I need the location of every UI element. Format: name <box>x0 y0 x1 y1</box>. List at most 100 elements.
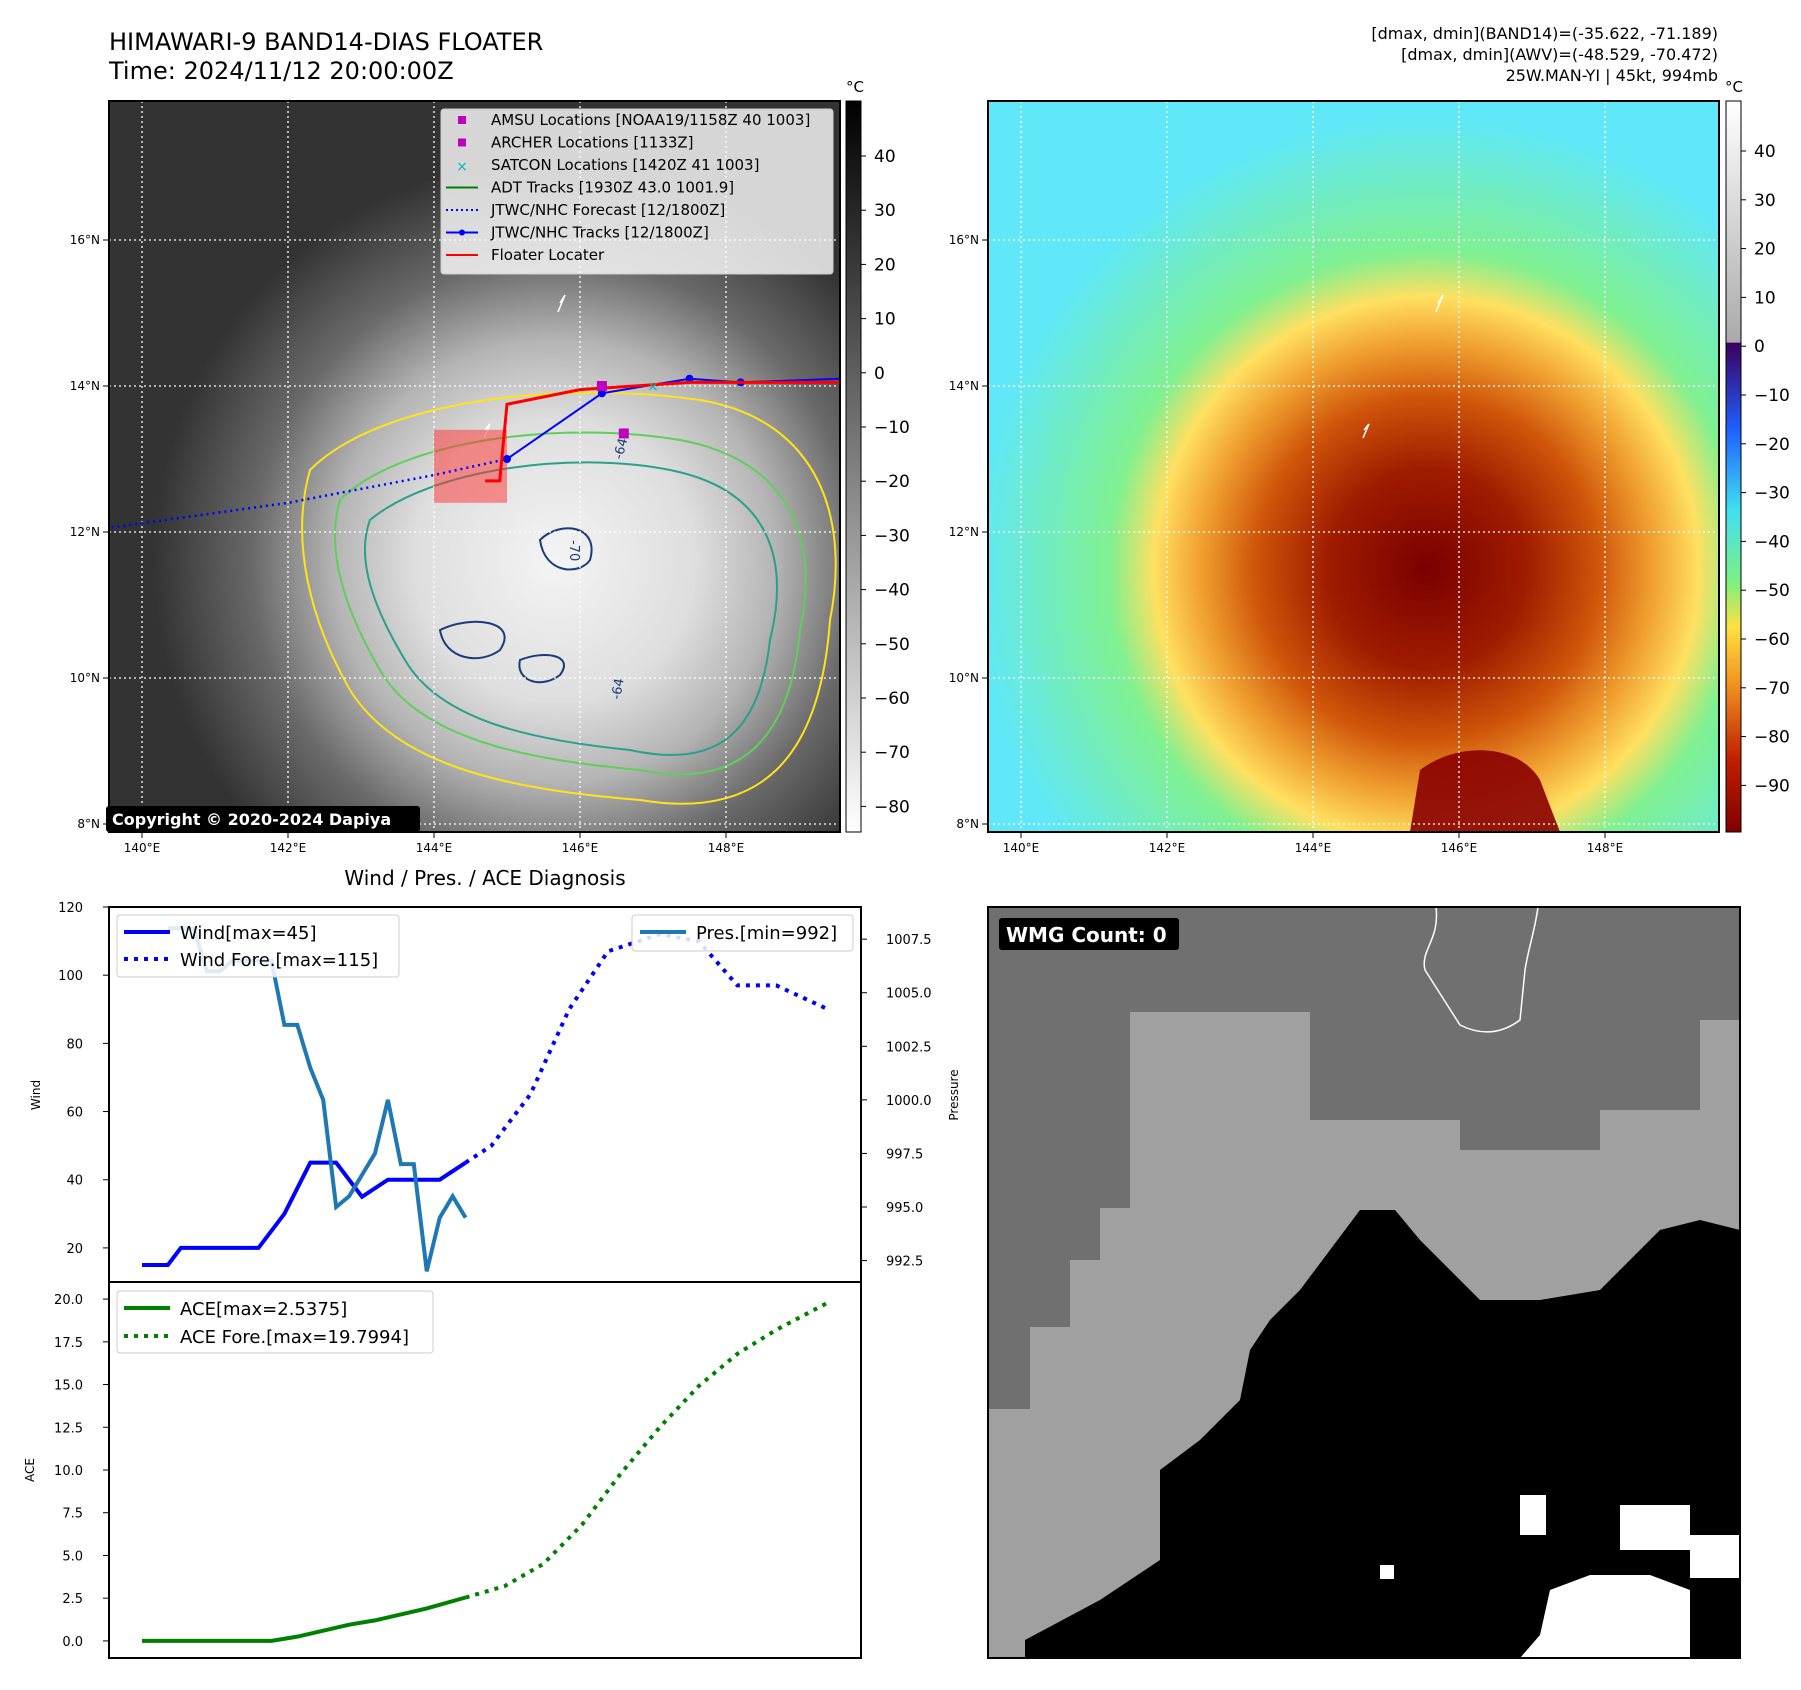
colorbar-tick-label: −20 <box>1754 435 1790 455</box>
colorbar-tick-label: −30 <box>874 526 910 546</box>
awv-colorbar <box>1725 100 1742 833</box>
ace-ytick-label: 7.5 <box>62 1507 83 1522</box>
awv-coastline-guam <box>1362 423 1370 439</box>
pressure-ylabel: Pressure <box>947 1069 961 1120</box>
wmg-frame <box>987 906 1741 1659</box>
wmg-panel: WMG Count: 0 <box>987 906 1741 1659</box>
wind-ylabel: Wind <box>29 1080 43 1110</box>
floater-box <box>434 429 507 503</box>
wind-pressure-chart: Wind Pressure 120 100 80 60 40 20 1007.5 1005.0… <box>29 901 961 1283</box>
band14-colorbar <box>845 100 862 833</box>
lat-tick-label: 16°N <box>949 233 979 247</box>
band14-colorbar-unit: °C <box>846 78 864 96</box>
wmg-white-region-3 <box>1520 1495 1546 1535</box>
lon-tick-label: 140°E <box>124 841 161 855</box>
series-ACE Fore.[max=19.7994] <box>465 1300 829 1600</box>
legend-label: JTWC/NHC Forecast [12/1800Z] <box>490 201 725 219</box>
ace-ytick-label: 10.0 <box>54 1464 83 1479</box>
lat-tick-label: 12°N <box>949 525 979 539</box>
colorbar-tick-label: −40 <box>874 581 910 601</box>
wind-ytick-label: 40 <box>66 1174 83 1189</box>
wmg-white-region-2 <box>1620 1505 1740 1578</box>
legend-marker <box>458 138 466 147</box>
colorbar-tick-label: −90 <box>1754 776 1790 796</box>
ace-fore-legend-label: ACE Fore.[max=19.7994] <box>180 1327 409 1348</box>
contour-green <box>333 431 807 776</box>
ace-chart: ACE 20.0 17.5 15.0 12.5 10.0 7.5 5.0 2.5 0.0 ACE… <box>23 1281 862 1659</box>
colorbar-tick-label: 0 <box>874 364 885 384</box>
amsu-archer-point <box>618 428 629 439</box>
ace-ytick-label: 15.0 <box>54 1379 83 1394</box>
ace-ytick-label: 2.5 <box>62 1592 83 1607</box>
wmg-badge <box>999 918 1179 950</box>
lat-tick-label: 14°N <box>949 379 979 393</box>
wmg-white-region-4 <box>1380 1565 1394 1579</box>
series-ACE[max=2.5375] <box>142 1595 467 1643</box>
colorbar-tick-label: −60 <box>874 689 910 709</box>
wind-ytick-label: 80 <box>66 1037 83 1052</box>
wind-ytick-label: 120 <box>58 901 83 916</box>
legend-marker: × <box>456 159 468 175</box>
contour-navy-2 <box>438 620 506 660</box>
legend-label: ARCHER Locations [1133Z] <box>491 134 694 152</box>
colorbar-tick-label: −10 <box>1754 386 1790 406</box>
jtwc-track-point <box>597 389 606 398</box>
ace-ytick-label: 5.0 <box>62 1549 83 1564</box>
awv-coastline <box>1435 294 1444 313</box>
colorbar-tick-label: 20 <box>1754 240 1776 260</box>
pressure-ytick-label: 1005.0 <box>886 987 932 1002</box>
ace-ytick-label: 20.0 <box>54 1293 83 1308</box>
lat-tick-label: 10°N <box>70 671 100 685</box>
legend-label: JTWC/NHC Tracks [12/1800Z] <box>490 224 709 242</box>
lat-tick-label: 8°N <box>956 817 979 831</box>
copyright-badge <box>106 806 420 832</box>
colorbar-tick-label: −10 <box>874 418 910 438</box>
contour-label-c: -64 <box>609 677 627 701</box>
pressure-ytick-label: 1007.5 <box>886 933 932 948</box>
contour-teal <box>363 461 778 756</box>
lon-tick-label: 148°E <box>1587 841 1624 855</box>
legend-label: Floater Locater <box>491 246 605 264</box>
jtwc-track-point <box>685 374 694 383</box>
band14-colorbar-ticks: 40 30 20 10 0 −10 −20 −30 −40 −50 −60 −70 −80 <box>861 147 910 817</box>
awv-axis-ticks: 140°E 142°E 144°E 146°E 148°E 8°N 10°N 12°N 14°N… <box>949 233 1624 855</box>
copyright-text: Copyright © 2020-2024 Dapiya <box>112 810 391 829</box>
colorbar-tick-label: −70 <box>1754 679 1790 699</box>
colorbar-tick-label: −50 <box>874 635 910 655</box>
lat-tick-label: 16°N <box>70 233 100 247</box>
lon-tick-label: 142°E <box>1149 841 1186 855</box>
timestamp: Time: 2024/11/12 20:00:00Z <box>108 57 454 85</box>
wind-ytick-label: 20 <box>66 1242 83 1257</box>
colorbar-tick-label: 20 <box>874 255 896 275</box>
wmg-count: WMG Count: 0 <box>1006 923 1167 947</box>
lat-tick-label: 12°N <box>70 525 100 539</box>
wmg-coastline <box>1423 906 1539 1033</box>
ace-legend-box <box>116 1290 434 1354</box>
contour-navy-3 <box>518 654 565 684</box>
band14-frame <box>108 100 841 833</box>
lon-tick-label: 140°E <box>1003 841 1040 855</box>
map-legend: AMSU Locations [NOAA19/1158Z 40 1003] ARC… <box>440 108 834 275</box>
pressure-ytick-label: 1002.5 <box>886 1040 932 1055</box>
legend-label: ADT Tracks [1930Z 43.0 1001.9] <box>491 179 734 197</box>
series-Wind Fore.[max=115] <box>464 932 829 1165</box>
band14-map: -64 -70 -64 × AMSU Locations [NOAA19/115… <box>70 78 910 855</box>
lon-tick-label: 142°E <box>270 841 307 855</box>
lat-tick-label: 14°N <box>70 379 100 393</box>
lon-tick-label: 146°E <box>562 841 599 855</box>
stats-band14: [dmax, dmin](BAND14)=(-35.622, -71.189) <box>1371 24 1718 43</box>
colorbar-tick-label: 30 <box>874 201 896 221</box>
lon-tick-label: 146°E <box>1441 841 1478 855</box>
coastline <box>557 294 566 313</box>
lon-tick-label: 148°E <box>708 841 745 855</box>
amsu-archer-point <box>596 381 607 391</box>
colorbar-tick-label: 0 <box>1754 337 1765 357</box>
wind-ytick-label: 100 <box>58 969 83 984</box>
wmg-dark-gray-region <box>988 907 1740 1409</box>
band14-axis-ticks: 140°E 142°E 144°E 146°E 148°E 8°N 10°N 12°N 14°N… <box>70 233 745 855</box>
legend-label: AMSU Locations [NOAA19/1158Z 40 1003] <box>491 111 810 129</box>
awv-image <box>988 101 1719 832</box>
lon-tick-label: 144°E <box>1295 841 1332 855</box>
jtwc-forecast-track <box>109 457 508 530</box>
